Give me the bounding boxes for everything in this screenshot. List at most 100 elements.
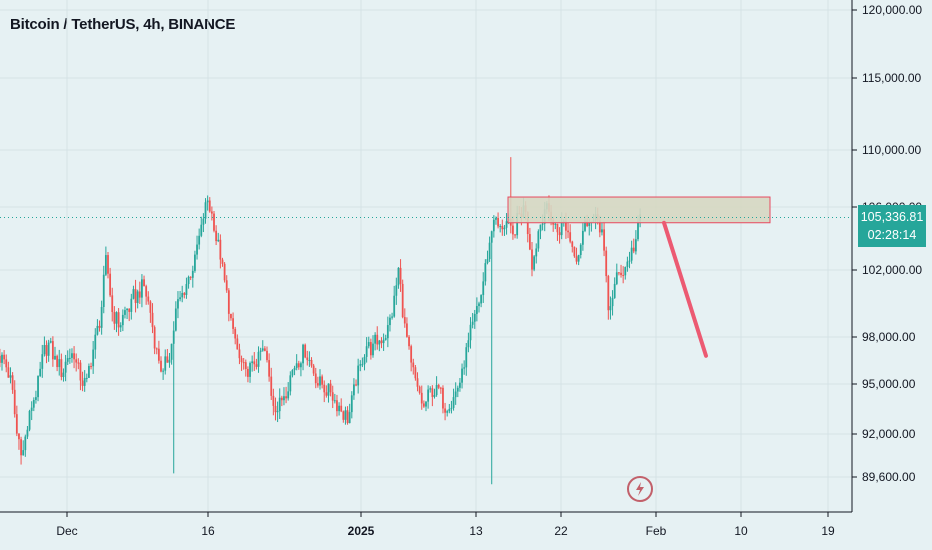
candle-body xyxy=(1,354,3,363)
candle-body xyxy=(499,226,502,228)
candle-body xyxy=(531,249,533,270)
candle-body xyxy=(505,221,508,228)
candle-body xyxy=(185,284,188,295)
candle-body xyxy=(58,359,61,368)
candle-body xyxy=(232,318,234,329)
candle-body xyxy=(5,359,8,368)
candle-body xyxy=(234,328,237,339)
candle-body xyxy=(584,220,586,231)
candle-body xyxy=(579,244,582,256)
candle-body xyxy=(268,360,271,377)
candle-body xyxy=(408,336,410,347)
time-tick-label: 22 xyxy=(554,524,568,538)
candle-body xyxy=(565,220,567,231)
candle-body xyxy=(191,270,194,278)
candle-body xyxy=(35,397,37,400)
candle-body xyxy=(348,412,351,424)
candle-body xyxy=(461,368,463,383)
candle-body xyxy=(68,357,71,359)
candle-body xyxy=(32,399,35,408)
candle-body xyxy=(533,256,536,270)
candle-body xyxy=(54,355,56,360)
candle-body xyxy=(28,410,31,430)
candle-body xyxy=(416,378,419,387)
candle-body xyxy=(454,391,457,398)
candle-body xyxy=(314,373,317,384)
candle-body xyxy=(473,313,476,322)
candle-body xyxy=(310,359,313,366)
candle-body xyxy=(331,392,334,401)
candle-body xyxy=(56,355,59,368)
candle-body xyxy=(450,407,453,409)
candle-body xyxy=(556,223,559,233)
bar-countdown: 02:28:14 xyxy=(867,228,917,242)
candle-body xyxy=(372,343,374,356)
candle-body xyxy=(603,229,605,251)
candle-body xyxy=(210,211,213,214)
candle-body xyxy=(147,296,150,302)
candle-body xyxy=(357,365,360,386)
candle-body xyxy=(422,403,425,407)
candle-body xyxy=(427,389,430,402)
candle-body xyxy=(577,255,580,262)
candle-body xyxy=(316,383,319,386)
candle-body xyxy=(406,323,408,337)
candle-body xyxy=(104,255,107,275)
candle-body xyxy=(13,389,16,415)
candle-body xyxy=(567,230,569,233)
candle-body xyxy=(630,247,633,261)
candle-body xyxy=(558,232,561,236)
candle-body xyxy=(151,312,154,328)
candle-body xyxy=(238,349,241,359)
candle-body xyxy=(382,339,385,344)
candle-body xyxy=(465,347,468,368)
candle-body xyxy=(15,414,18,434)
candle-body xyxy=(319,376,321,386)
candle-body xyxy=(119,325,122,328)
candle-body xyxy=(355,384,357,386)
candle-body xyxy=(609,306,612,311)
candle-body xyxy=(569,232,572,242)
candle-body xyxy=(223,263,226,281)
candle-body xyxy=(598,220,601,233)
candle-body xyxy=(73,353,75,360)
candle-body xyxy=(306,357,309,361)
candle-body xyxy=(7,367,10,378)
candle-body xyxy=(467,340,470,348)
candle-body xyxy=(45,345,48,356)
candle-body xyxy=(401,283,404,318)
candle-body xyxy=(92,349,95,367)
candle-body xyxy=(164,356,167,371)
price-tick-label: 89,600.00 xyxy=(862,470,916,484)
candle-body xyxy=(469,324,472,341)
last-price-label: 105,336.81 02:28:14 xyxy=(858,205,926,247)
candle-body xyxy=(98,325,101,328)
candle-body xyxy=(251,361,254,364)
time-tick-label: 13 xyxy=(469,524,483,538)
candle-body xyxy=(541,223,544,225)
candle-body xyxy=(285,396,287,399)
candle-body xyxy=(321,376,324,385)
candle-body xyxy=(132,289,135,299)
candle-body xyxy=(403,317,406,324)
candle-body xyxy=(204,202,207,219)
candle-body xyxy=(431,388,434,397)
candle-body xyxy=(336,400,338,412)
candle-body xyxy=(535,248,538,257)
candle-body xyxy=(410,346,413,363)
candle-body xyxy=(302,344,304,364)
candle-body xyxy=(261,348,264,351)
candle-body xyxy=(208,200,211,212)
candle-body xyxy=(456,387,459,392)
time-tick-label: Feb xyxy=(646,524,667,538)
lightning-bolt-icon[interactable] xyxy=(627,476,653,502)
candle-body xyxy=(134,289,137,303)
candle-body xyxy=(225,280,228,291)
candle-body xyxy=(325,392,328,396)
candle-body xyxy=(24,436,27,451)
projection-line xyxy=(662,220,708,358)
candle-body xyxy=(448,408,451,412)
candle-body xyxy=(380,340,383,344)
candle-body xyxy=(189,276,192,278)
